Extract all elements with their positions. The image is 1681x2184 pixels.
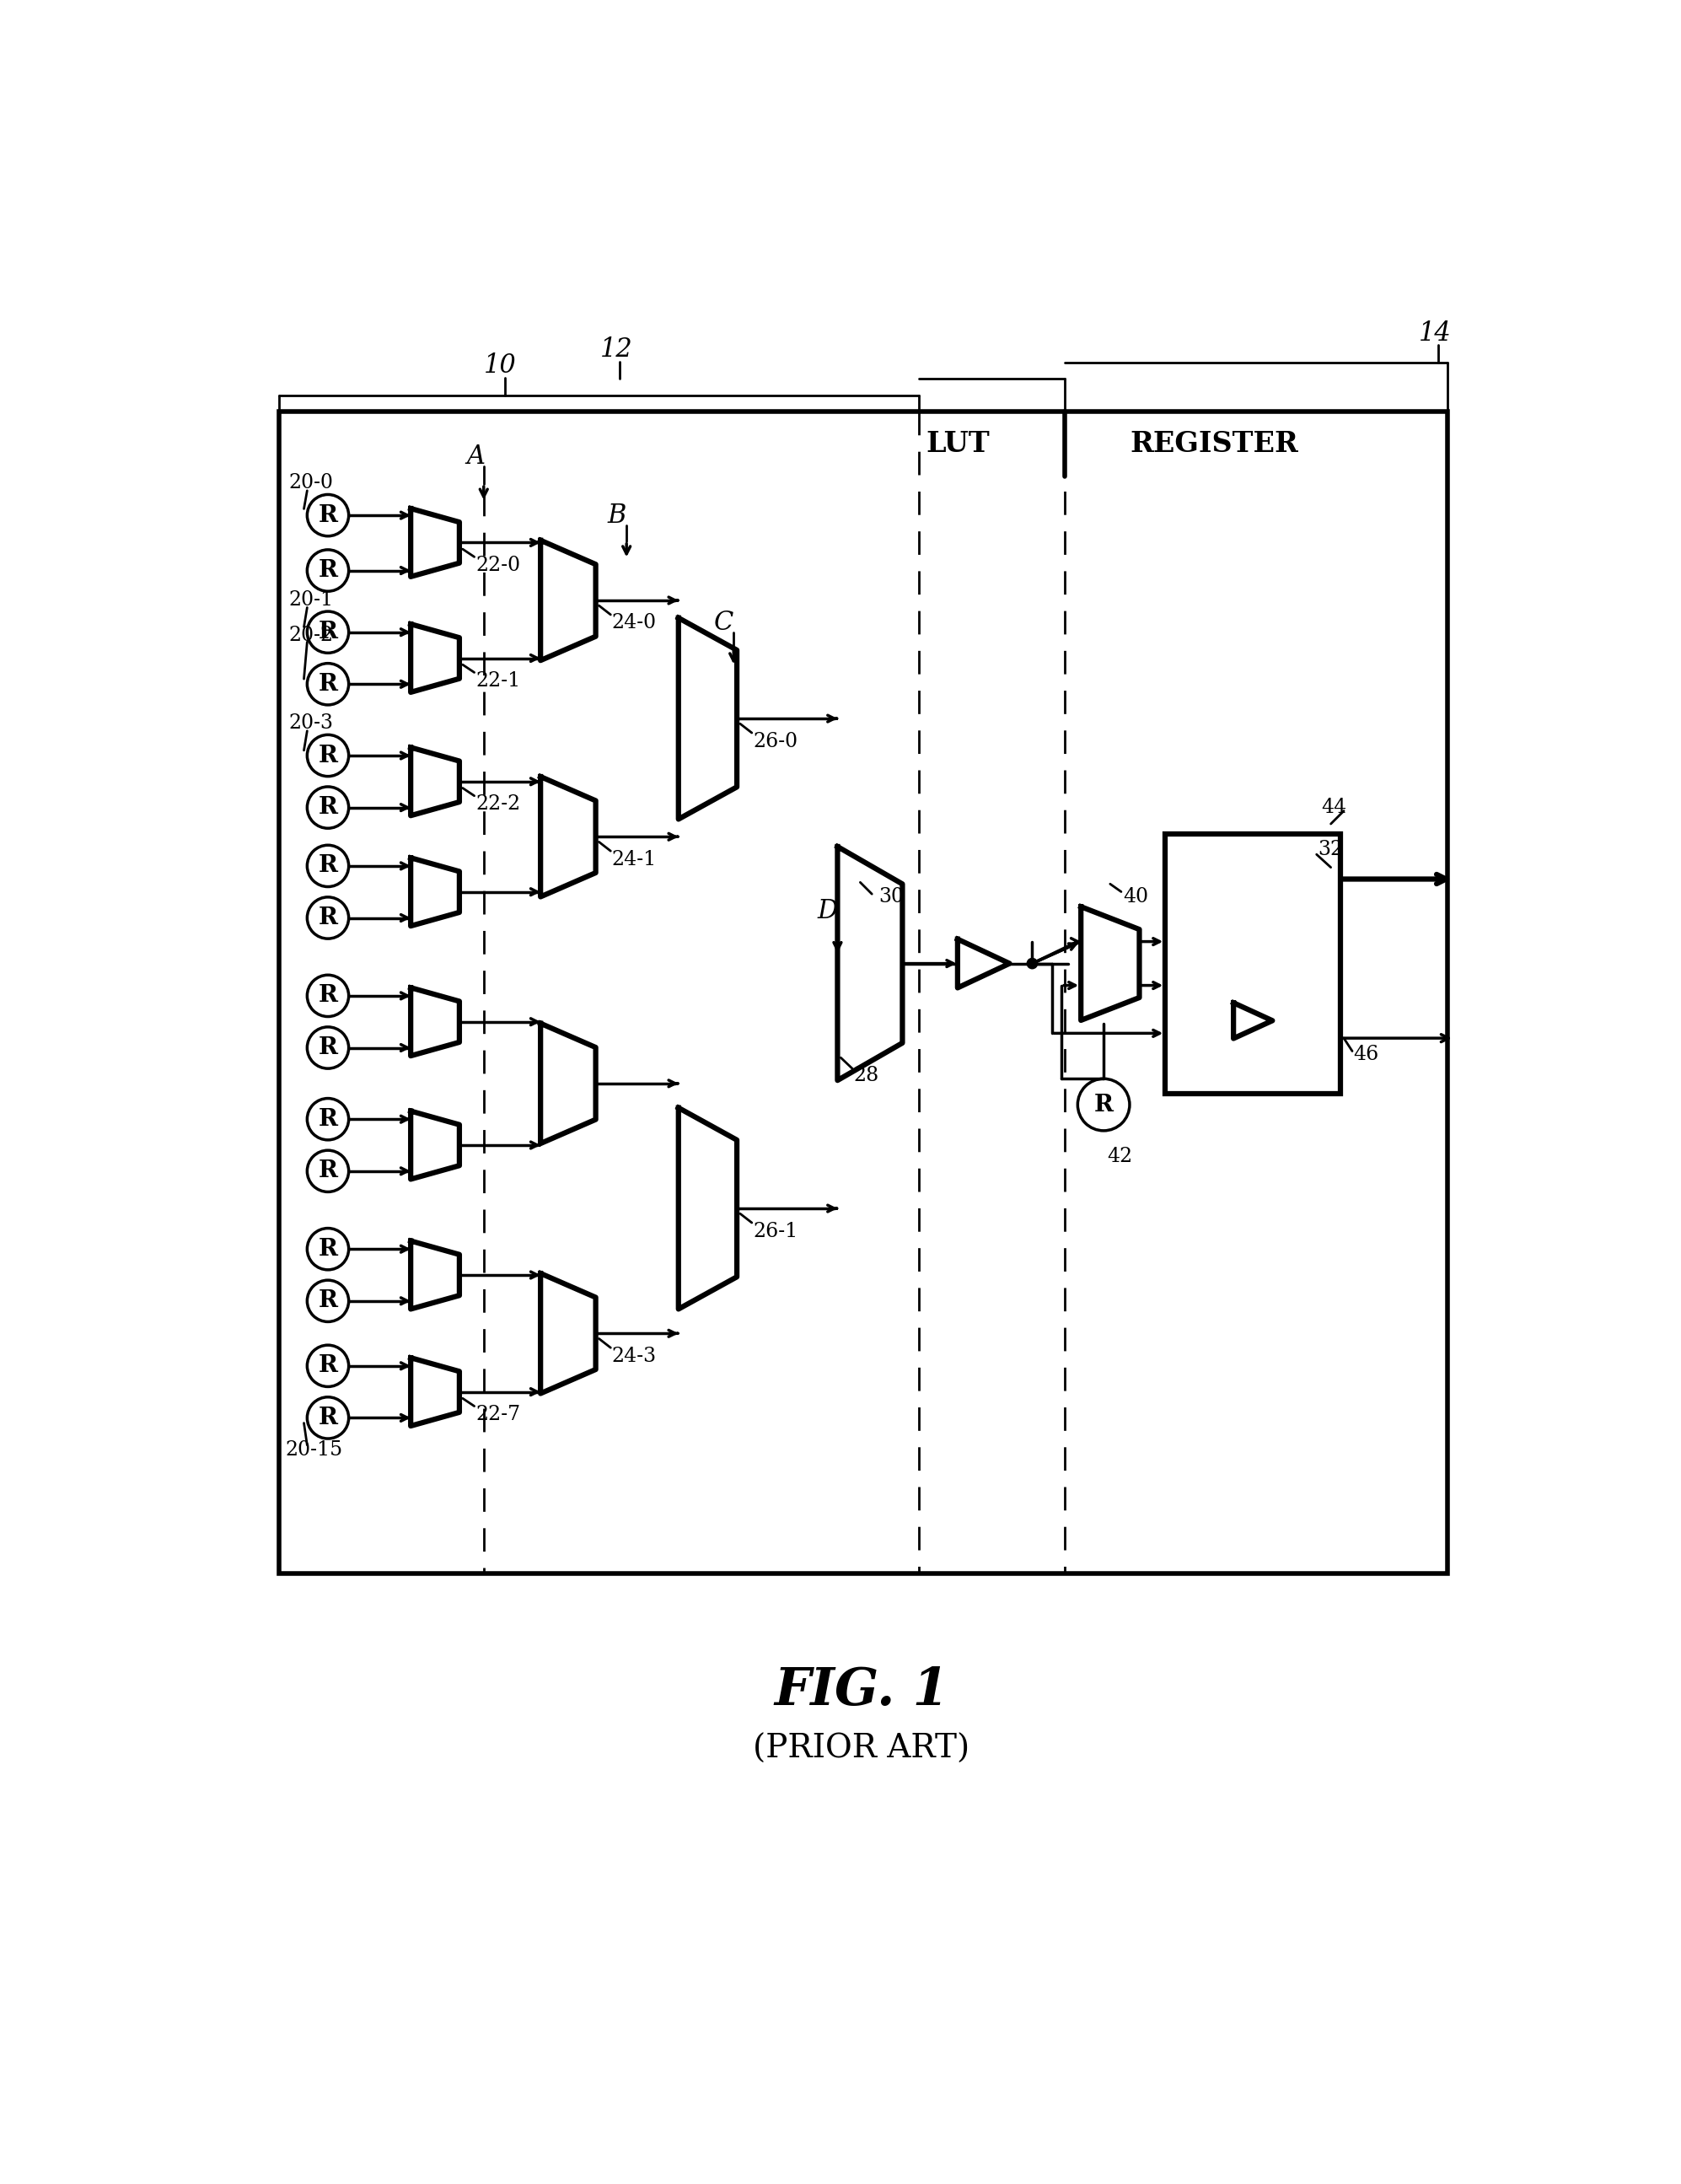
Text: D: D [817, 898, 839, 924]
Text: 24-1: 24-1 [612, 850, 657, 869]
Text: (PRIOR ART): (PRIOR ART) [753, 1734, 970, 1765]
Text: B: B [607, 502, 627, 529]
Text: R: R [318, 854, 338, 878]
Text: R: R [318, 1107, 338, 1131]
Text: R: R [318, 1160, 338, 1182]
Text: 22-2: 22-2 [476, 795, 521, 815]
Text: R: R [1094, 1094, 1113, 1116]
Text: REGISTER: REGISTER [1130, 430, 1298, 459]
Text: 20-15: 20-15 [286, 1441, 343, 1459]
Text: 28: 28 [854, 1066, 879, 1085]
Text: 42: 42 [1106, 1147, 1133, 1166]
Text: R: R [318, 1037, 338, 1059]
Text: R: R [318, 559, 338, 581]
Text: LUT: LUT [926, 430, 990, 459]
Text: 12: 12 [600, 336, 634, 363]
Text: R: R [318, 620, 338, 644]
Text: 20-3: 20-3 [289, 714, 333, 734]
Text: 22-1: 22-1 [476, 670, 521, 690]
Text: 30: 30 [879, 887, 904, 906]
Text: 24-3: 24-3 [612, 1348, 657, 1365]
Text: 32: 32 [1318, 841, 1343, 860]
Text: 22-7: 22-7 [476, 1404, 521, 1424]
Bar [279, 411, 1447, 1575]
Circle shape [1027, 959, 1037, 970]
Text: 20-2: 20-2 [289, 627, 335, 644]
Text: FIG. 1: FIG. 1 [775, 1664, 948, 1717]
Text: 24-0: 24-0 [612, 614, 657, 633]
Text: 26-1: 26-1 [753, 1221, 798, 1241]
Text: 20-0: 20-0 [289, 474, 333, 494]
Text: R: R [318, 745, 338, 767]
Bar [1165, 834, 1340, 1094]
Text: 22-0: 22-0 [476, 555, 521, 574]
Text: R: R [318, 673, 338, 695]
Text: 20-1: 20-1 [289, 590, 335, 609]
Text: R: R [318, 1406, 338, 1428]
Text: R: R [318, 1238, 338, 1260]
Text: R: R [318, 985, 338, 1007]
Text: R: R [318, 1354, 338, 1378]
Text: R: R [318, 505, 338, 526]
Text: R: R [318, 1289, 338, 1313]
Text: 44: 44 [1321, 797, 1346, 817]
Text: 40: 40 [1123, 887, 1148, 906]
Text: 10: 10 [484, 354, 516, 380]
Text: R: R [318, 797, 338, 819]
Text: A: A [467, 443, 486, 470]
Text: 46: 46 [1353, 1044, 1378, 1064]
Text: C: C [714, 609, 733, 636]
Text: R: R [318, 906, 338, 928]
Text: 14: 14 [1419, 321, 1451, 347]
Text: 26-0: 26-0 [753, 732, 798, 751]
